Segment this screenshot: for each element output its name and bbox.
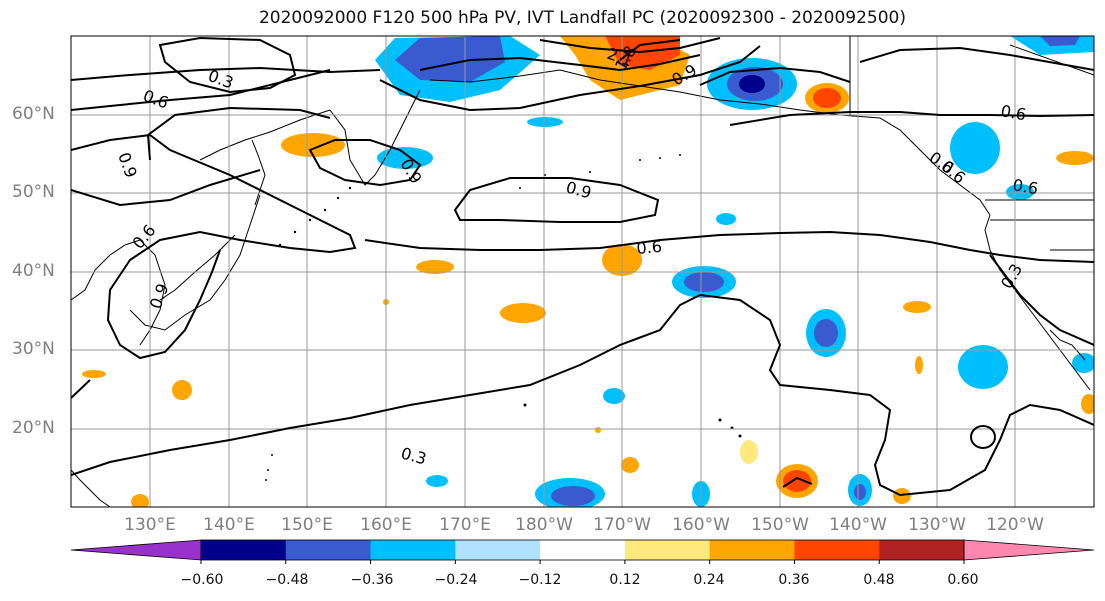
shade-blob [603, 388, 625, 404]
lon-tick-label: 140°W [829, 515, 887, 535]
plot-frame [70, 35, 1095, 508]
lat-tick-label: 60°N [12, 104, 55, 124]
shading-layer [82, 36, 1094, 507]
colorbar-segment [201, 540, 287, 560]
colorbar-arrow-left [70, 539, 202, 561]
chart-title: 2020092000 F120 500 hPa PV, IVT Landfall… [258, 8, 906, 28]
lat-tick-label: 40°N [12, 261, 55, 281]
shade-blob [1040, 36, 1080, 46]
shade-blob [814, 319, 838, 347]
shade-blob [740, 440, 758, 464]
contour-label: 0.6 [129, 221, 160, 253]
contour-label: 0.6 [1011, 175, 1039, 198]
lon-tick-label: 150°W [751, 515, 809, 535]
lon-tick-label: 130°W [908, 515, 966, 535]
shade-blob [813, 88, 841, 108]
lon-tick-label: 140°E [203, 515, 255, 535]
shade-blob [893, 488, 911, 504]
shade-blob [1056, 151, 1094, 165]
lon-tick-label: 170°E [439, 515, 491, 535]
grid-lines [71, 36, 1094, 507]
shade-blob [82, 370, 106, 378]
lat-tick-label: 30°N [12, 339, 55, 359]
colorbar-segment [879, 540, 965, 560]
lon-tick-label: 150°E [281, 515, 333, 535]
shade-blob [131, 494, 149, 507]
shade-blob [958, 345, 1008, 389]
colorbar-tick-label: −0.24 [434, 572, 478, 588]
colorbar-segment [624, 540, 711, 560]
colorbar [70, 539, 1095, 564]
shade-blob [172, 380, 192, 400]
colorbar-arrow-right [963, 539, 1095, 561]
contour-lines [71, 36, 1094, 497]
colorbar-tick-label: 0.24 [693, 572, 725, 588]
contour-label: 0.6 [999, 101, 1027, 124]
shade-blob [281, 133, 345, 157]
contour-label: 0.9 [114, 150, 141, 180]
colorbar-segment [709, 540, 795, 560]
lon-tick-label: 120°W [986, 515, 1044, 535]
shade-blob [915, 356, 923, 374]
shade-blob [1081, 394, 1094, 414]
shade-blob [416, 260, 454, 274]
shade-blob [621, 457, 639, 473]
colorbar-segment [370, 540, 456, 560]
contour-label: 0.3 [399, 444, 429, 469]
contour-labels: 0.3 0.6 0.9 0.9 0.6 0.9 0.6 0.9 0.6 2.1 … [114, 42, 1039, 468]
colorbar-tick-label: −0.60 [180, 572, 224, 588]
colorbar-tick-label: 0.60 [947, 572, 979, 588]
colorbar-segment [455, 540, 541, 560]
contour-label: 0.6 [141, 86, 171, 113]
shade-blob [551, 486, 595, 506]
shade-blob [605, 36, 680, 70]
colorbar-segment [540, 540, 626, 560]
contour-label: 0.6 [636, 237, 663, 258]
colorbar-tick-label: −0.48 [265, 572, 309, 588]
lon-tick-label: 170°W [593, 515, 651, 535]
colorbar-tick-label: −0.36 [350, 572, 394, 588]
lon-tick-label: 180°W [515, 515, 573, 535]
shade-blob [854, 484, 866, 500]
shade-blob [426, 475, 448, 487]
lon-tick-label: 130°E [124, 515, 176, 535]
shade-blob [500, 303, 546, 323]
islands [265, 154, 742, 481]
shade-blob [527, 117, 563, 127]
shade-blob [1006, 184, 1034, 200]
lat-tick-label: 50°N [12, 182, 55, 202]
colorbar-tick-label: 0.12 [609, 572, 641, 588]
colorbar-segment [794, 540, 880, 560]
shade-blob [950, 122, 1000, 174]
colorbar-tick-label: 0.36 [778, 572, 810, 588]
colorbar-segment [285, 540, 372, 560]
shade-blob [1072, 353, 1094, 373]
lon-tick-label: 160°W [672, 515, 730, 535]
colorbar-tick-label: 0.48 [863, 572, 895, 588]
shade-blob [783, 470, 811, 492]
shade-blob [739, 75, 765, 93]
lon-tick-label: 160°E [360, 515, 412, 535]
lat-tick-label: 20°N [12, 418, 55, 438]
contour-label: 0.3 [997, 260, 1026, 292]
colorbar-tick-label: −0.12 [518, 572, 562, 588]
shade-blob [716, 213, 736, 225]
shade-blob [684, 272, 724, 292]
shade-blob [595, 427, 601, 433]
shade-blob [903, 301, 931, 313]
